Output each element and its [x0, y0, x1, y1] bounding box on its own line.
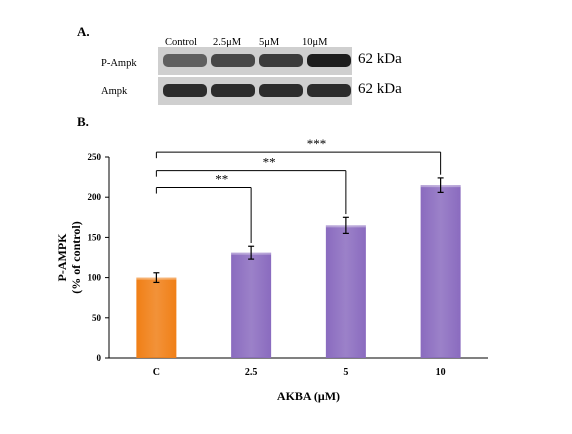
blot-kda-ampk: 62 kDa	[358, 81, 402, 97]
blot-row-label-ampk: Ampk	[101, 86, 128, 97]
y-tick-label: 150	[88, 232, 102, 242]
blot-strip-p-ampk	[158, 47, 352, 75]
x-tick-label: 5	[343, 367, 348, 378]
lane-label-control: Control	[165, 37, 198, 48]
y-tick-label: 100	[88, 273, 102, 283]
bar	[231, 252, 272, 358]
blot-strip-ampk	[158, 77, 352, 105]
y-tick-label: 250	[88, 152, 102, 162]
lane-label-10: 10μM	[302, 37, 328, 48]
y-axis-title-line: (% of control)	[69, 221, 83, 293]
y-tick-label: 50	[92, 313, 102, 323]
bar	[420, 185, 461, 358]
y-axis-title: P-AMPK (% of control)	[55, 221, 83, 293]
x-tick-label: 2.5	[245, 367, 258, 378]
blot-band	[259, 84, 303, 97]
western-blot-panel: A. Control 2.5μM 5μM 10μM P-Ampk Ampk 62…	[0, 0, 572, 129]
blot-kda-p-ampk: 62 kDa	[358, 51, 402, 67]
x-tick-label: C	[153, 367, 160, 378]
blot-row-label-p-ampk: P-Ampk	[101, 58, 137, 69]
y-tick-label: 200	[88, 192, 102, 202]
blot-band	[211, 84, 255, 97]
blot-band	[307, 84, 351, 97]
blot-band	[211, 54, 255, 67]
panel-a-label: A.	[77, 24, 90, 39]
blot-band	[259, 54, 303, 67]
bar	[325, 225, 366, 358]
lane-label-5: 5μM	[259, 37, 280, 48]
x-axis-title: AKBA (μM)	[277, 389, 340, 403]
significance-label: **	[263, 155, 276, 170]
blot-band	[307, 54, 351, 67]
significance-label: ***	[307, 136, 327, 151]
y-axis-title-line: P-AMPK	[55, 233, 69, 282]
significance-label: **	[215, 172, 228, 187]
x-tick-label: 10	[436, 367, 446, 378]
y-tick-label: 0	[97, 353, 102, 363]
blot-band	[163, 54, 207, 67]
blot-band	[163, 84, 207, 97]
lane-label-2-5: 2.5μM	[213, 37, 242, 48]
panel-b-label: B.	[77, 114, 89, 129]
bar	[136, 277, 177, 358]
